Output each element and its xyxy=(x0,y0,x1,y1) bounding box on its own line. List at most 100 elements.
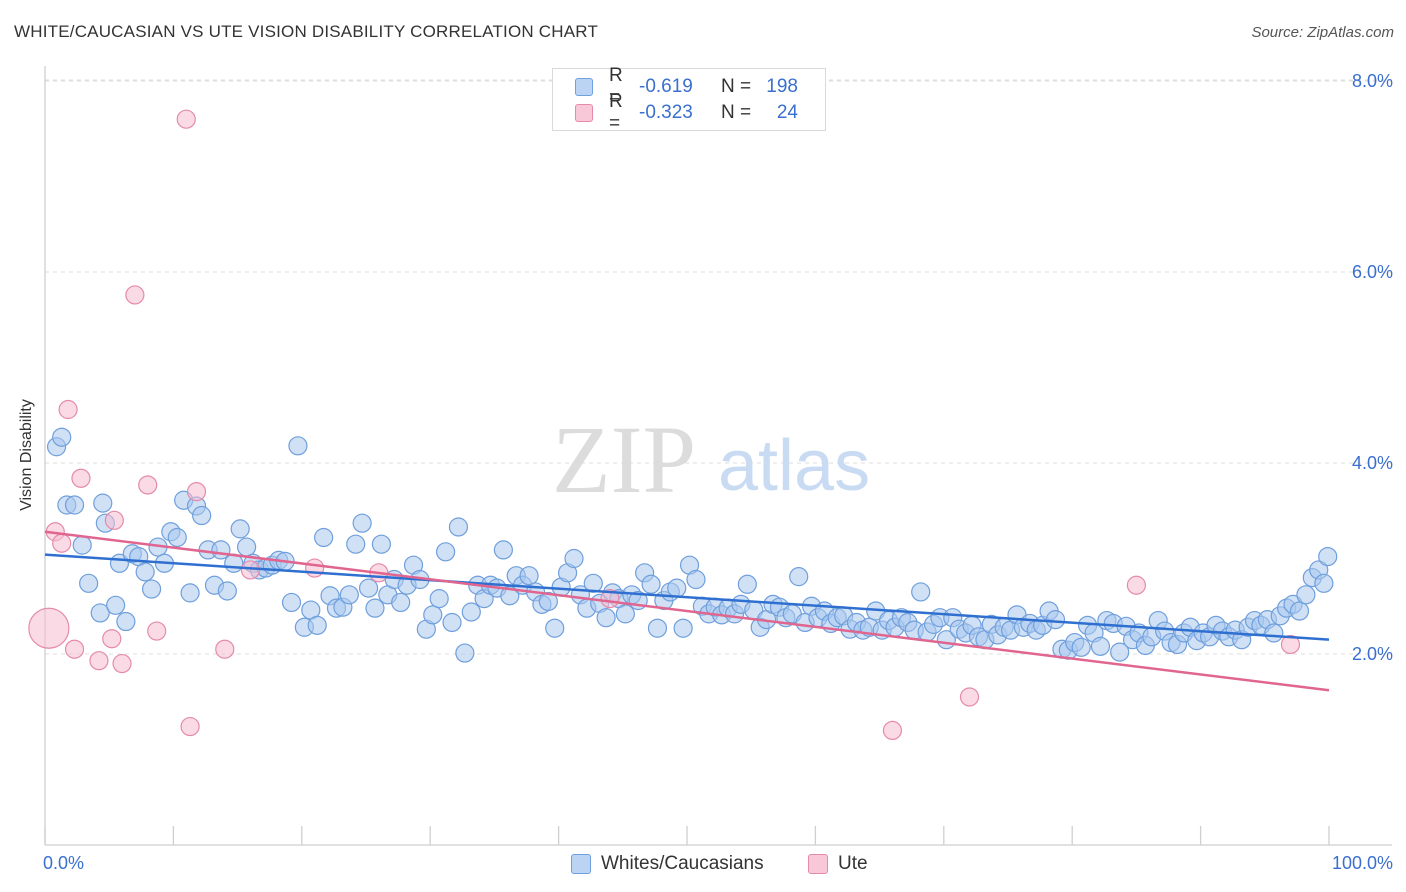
legend-swatch-ute xyxy=(808,854,828,874)
point-ute-16 xyxy=(216,640,234,658)
y-tick-label-2: 6.0% xyxy=(1352,262,1393,282)
point-whites-46 xyxy=(340,586,358,604)
point-ute-15 xyxy=(188,483,206,501)
legend-row-ute: R = -0.323 N = 24 xyxy=(575,101,798,125)
point-ute-22 xyxy=(960,688,978,706)
point-whites-5 xyxy=(80,574,98,592)
y-tick-label-1: 4.0% xyxy=(1352,453,1393,473)
y-tick-label-3: 8.0% xyxy=(1352,71,1393,91)
point-whites-70 xyxy=(494,541,512,559)
point-whites-63 xyxy=(449,518,467,536)
point-ute-5 xyxy=(72,469,90,487)
point-ute-9 xyxy=(113,655,131,673)
legend-item-ute[interactable]: Ute xyxy=(808,852,868,876)
point-whites-74 xyxy=(520,567,538,585)
point-ute-17 xyxy=(241,561,259,579)
point-whites-78 xyxy=(546,619,564,637)
point-whites-195 xyxy=(1297,586,1315,604)
r-value-whites: -0.619 xyxy=(639,76,721,98)
point-whites-42 xyxy=(315,528,333,546)
point-whites-48 xyxy=(353,514,371,532)
point-whites-62 xyxy=(443,613,461,631)
point-whites-51 xyxy=(372,535,390,553)
point-whites-98 xyxy=(674,619,692,637)
point-whites-100 xyxy=(687,571,705,589)
point-whites-199 xyxy=(1319,548,1337,566)
point-whites-61 xyxy=(437,543,455,561)
point-ute-10 xyxy=(126,286,144,304)
r-value-ute: -0.323 xyxy=(639,102,721,124)
legend-swatch-whites xyxy=(571,854,591,874)
point-whites-116 xyxy=(790,568,808,586)
point-whites-93 xyxy=(642,575,660,593)
point-whites-30 xyxy=(238,538,256,556)
point-whites-49 xyxy=(360,579,378,597)
correlation-legend: R = -0.619 N = 198 R = -0.323 N = 24 xyxy=(552,68,826,131)
point-whites-29 xyxy=(231,520,249,538)
legend-swatch-ute xyxy=(575,104,593,122)
point-whites-4 xyxy=(73,536,91,554)
point-ute-6 xyxy=(90,652,108,670)
point-ute-2 xyxy=(53,534,71,552)
y-tick-label-0: 2.0% xyxy=(1352,644,1393,664)
point-whites-8 xyxy=(94,494,112,512)
point-ute-18 xyxy=(306,559,324,577)
point-whites-163 xyxy=(1091,637,1109,655)
point-whites-94 xyxy=(648,619,666,637)
point-ute-12 xyxy=(148,622,166,640)
n-label: N = xyxy=(721,102,758,124)
n-value-whites: 198 xyxy=(758,76,798,98)
watermark: ZIP atlas xyxy=(552,406,870,513)
point-whites-38 xyxy=(289,437,307,455)
legend-item-whites[interactable]: Whites/Caucasians xyxy=(571,852,764,876)
point-whites-37 xyxy=(283,593,301,611)
point-whites-1 xyxy=(53,428,71,446)
point-ute-14 xyxy=(181,718,199,736)
point-whites-86 xyxy=(597,609,615,627)
r-label: R = xyxy=(609,91,639,135)
point-whites-27 xyxy=(218,582,236,600)
point-ute-4 xyxy=(66,640,84,658)
point-whites-160 xyxy=(1072,638,1090,656)
point-whites-54 xyxy=(392,593,410,611)
point-whites-65 xyxy=(462,603,480,621)
n-label: N = xyxy=(721,76,758,98)
point-whites-26 xyxy=(212,541,230,559)
point-whites-59 xyxy=(424,606,442,624)
point-whites-156 xyxy=(1047,611,1065,629)
point-whites-60 xyxy=(430,590,448,608)
point-whites-194 xyxy=(1290,602,1308,620)
point-whites-97 xyxy=(668,579,686,597)
point-whites-50 xyxy=(366,599,384,617)
legend-swatch-whites xyxy=(575,78,593,96)
point-whites-108 xyxy=(738,575,756,593)
legend-label-ute: Ute xyxy=(838,853,868,875)
point-whites-198 xyxy=(1315,574,1333,592)
watermark-atlas: atlas xyxy=(718,426,870,506)
point-whites-190 xyxy=(1265,624,1283,642)
point-ute-21 xyxy=(883,721,901,739)
point-whites-47 xyxy=(347,535,365,553)
watermark-zip: ZIP xyxy=(552,406,696,513)
point-ute-11 xyxy=(139,476,157,494)
point-whites-135 xyxy=(912,583,930,601)
point-whites-21 xyxy=(181,584,199,602)
n-value-ute: 24 xyxy=(758,102,798,124)
point-whites-41 xyxy=(308,616,326,634)
legend-label-whites: Whites/Caucasians xyxy=(601,853,764,875)
point-whites-15 xyxy=(143,580,161,598)
point-whites-3 xyxy=(66,496,84,514)
trend-lines xyxy=(45,532,1329,691)
point-whites-64 xyxy=(456,644,474,662)
point-ute-13 xyxy=(177,110,195,128)
point-whites-11 xyxy=(117,613,135,631)
scatter-plot: ZIP atlas 2.0%4.0%6.0%8.0%0.0% 100.0% xyxy=(0,0,1406,892)
point-whites-7 xyxy=(107,596,125,614)
point-whites-19 xyxy=(168,528,186,546)
point-ute-0 xyxy=(29,608,69,648)
point-ute-7 xyxy=(103,630,121,648)
point-whites-14 xyxy=(136,563,154,581)
point-ute-23 xyxy=(1127,576,1145,594)
point-whites-81 xyxy=(565,550,583,568)
point-whites-89 xyxy=(616,605,634,623)
